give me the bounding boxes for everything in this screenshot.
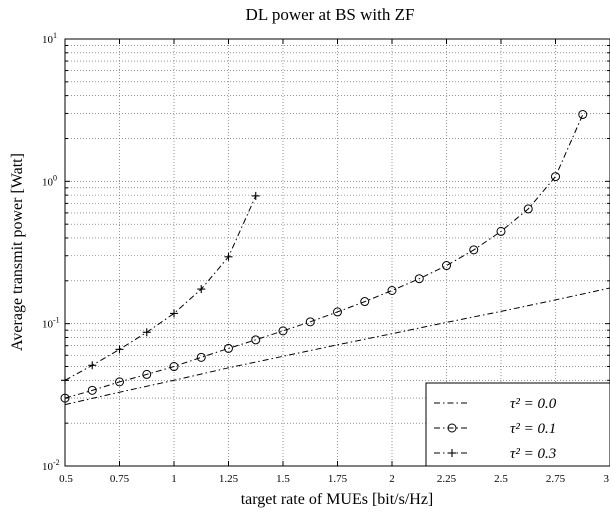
x-tick-label: 2.75 bbox=[546, 473, 566, 485]
series-0 bbox=[64, 287, 610, 406]
circle-marker bbox=[251, 335, 261, 345]
legend-label: τ² = 0.0 bbox=[510, 396, 557, 412]
x-tick-label: 0.5 bbox=[59, 473, 73, 485]
grid-lines bbox=[65, 39, 610, 466]
circle-marker bbox=[305, 317, 315, 327]
circle-marker bbox=[447, 423, 457, 433]
series-line bbox=[64, 195, 257, 381]
legend-label: τ² = 0.3 bbox=[510, 446, 556, 462]
x-axis-tick-labels: 0.5 0.75 1 1.25 1.5 1.75 2 2.25 2.5 2.75 3 bbox=[59, 473, 609, 485]
x-tick-label: 0.75 bbox=[110, 473, 130, 485]
x-tick-label: 2 bbox=[389, 473, 395, 485]
circle-marker bbox=[333, 307, 342, 317]
series-line bbox=[64, 114, 584, 399]
y-tick-label: 101 bbox=[42, 31, 57, 46]
y-tick-label: 10-2 bbox=[42, 458, 60, 473]
circle-marker bbox=[414, 274, 424, 284]
x-tick-label: 1.25 bbox=[219, 473, 239, 485]
circle-marker bbox=[224, 343, 233, 353]
x-tick-label: 1.5 bbox=[276, 473, 290, 485]
circle-marker bbox=[196, 352, 206, 362]
legend-label: τ² = 0.1 bbox=[510, 421, 556, 437]
y-axis-tick-labels: 10-2 10-1 100 101 bbox=[42, 31, 60, 473]
x-tick-label: 2.25 bbox=[437, 473, 457, 485]
series-line bbox=[64, 287, 610, 406]
series-2 bbox=[61, 191, 260, 385]
circle-marker bbox=[469, 245, 479, 255]
circle-marker bbox=[496, 226, 506, 236]
legend: τ² = 0.0 τ² = 0.1 τ² = 0.3 bbox=[425, 382, 610, 467]
series-1 bbox=[60, 109, 588, 403]
legend-box bbox=[425, 382, 610, 467]
circle-marker bbox=[87, 385, 97, 395]
circle-marker bbox=[442, 261, 451, 271]
x-tick-label: 2.5 bbox=[494, 473, 508, 485]
x-axis-label: target rate of MUEs [bit/s/Hz] bbox=[241, 491, 434, 508]
circle-marker bbox=[60, 393, 70, 403]
x-tick-label: 3 bbox=[604, 473, 610, 485]
circle-marker bbox=[387, 286, 397, 296]
circle-marker bbox=[278, 326, 288, 336]
circle-marker bbox=[551, 172, 560, 182]
x-tick-label: 1 bbox=[171, 473, 177, 485]
circle-marker bbox=[578, 109, 588, 119]
circle-marker bbox=[523, 204, 533, 214]
y-tick-label: 100 bbox=[42, 173, 57, 188]
circle-marker bbox=[169, 362, 179, 372]
y-axis-label: Average transmit power [Watt] bbox=[9, 153, 26, 351]
y-tick-label: 10-1 bbox=[42, 316, 60, 331]
chart-title: DL power at BS with ZF bbox=[246, 5, 415, 24]
circle-marker bbox=[142, 369, 152, 379]
series-layer bbox=[60, 109, 610, 406]
x-tick-label: 1.75 bbox=[328, 473, 348, 485]
circle-marker bbox=[360, 297, 370, 307]
circle-marker bbox=[115, 377, 124, 387]
